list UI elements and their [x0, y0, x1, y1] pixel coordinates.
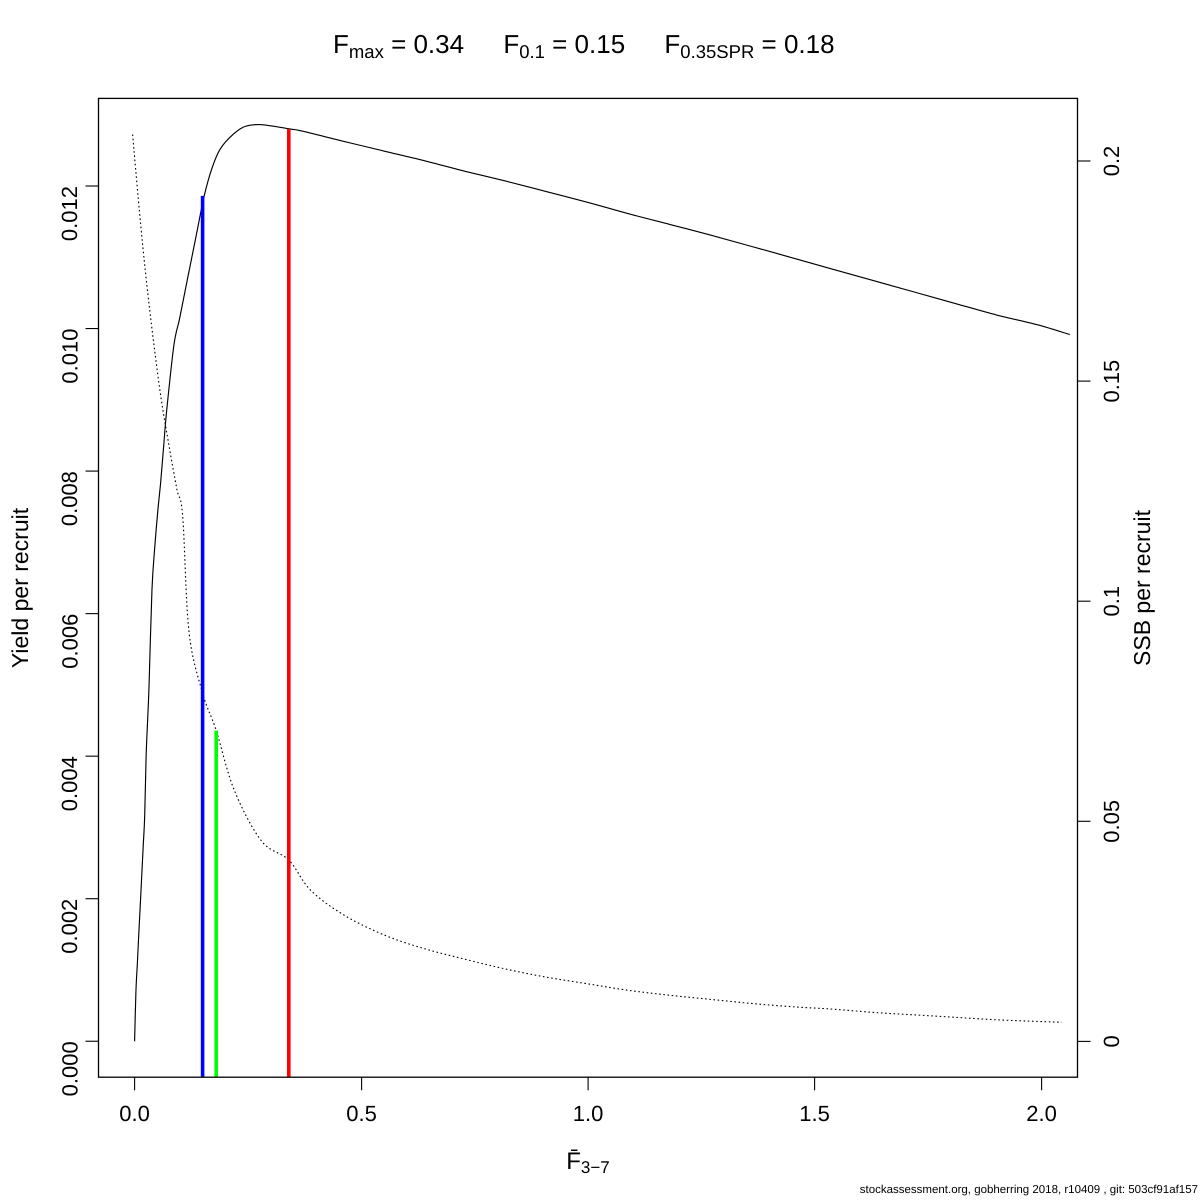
svg-text:F̄3−7: F̄3−7 [566, 1148, 610, 1177]
svg-text:0.05: 0.05 [1099, 800, 1124, 843]
svg-text:0.008: 0.008 [57, 471, 82, 526]
svg-text:stockassessment.org, gobherrin: stockassessment.org, gobherring 2018, r1… [860, 1184, 1198, 1196]
svg-text:0.010: 0.010 [57, 329, 82, 384]
svg-text:Fmax = 0.34 F0.1 = 0.15 F0.35S: Fmax = 0.34 F0.1 = 0.15 F0.35SPR = 0.18 [333, 29, 835, 62]
svg-text:0.15: 0.15 [1099, 360, 1124, 403]
svg-text:SSB per recruit: SSB per recruit [1129, 509, 1155, 666]
svg-text:0.012: 0.012 [57, 186, 82, 241]
svg-text:0: 0 [1099, 1035, 1124, 1047]
svg-text:0.004: 0.004 [57, 756, 82, 811]
svg-text:0.2: 0.2 [1099, 146, 1124, 177]
svg-text:0.000: 0.000 [57, 1041, 82, 1096]
svg-text:0.002: 0.002 [57, 899, 82, 954]
svg-text:1.0: 1.0 [573, 1101, 604, 1126]
svg-text:0.006: 0.006 [57, 614, 82, 669]
svg-text:0.1: 0.1 [1099, 586, 1124, 617]
svg-text:0.5: 0.5 [346, 1101, 377, 1126]
svg-text:0.0: 0.0 [119, 1101, 150, 1126]
svg-text:1.5: 1.5 [799, 1101, 830, 1126]
svg-text:Yield per recruit: Yield per recruit [7, 507, 33, 668]
svg-text:2.0: 2.0 [1026, 1101, 1057, 1126]
